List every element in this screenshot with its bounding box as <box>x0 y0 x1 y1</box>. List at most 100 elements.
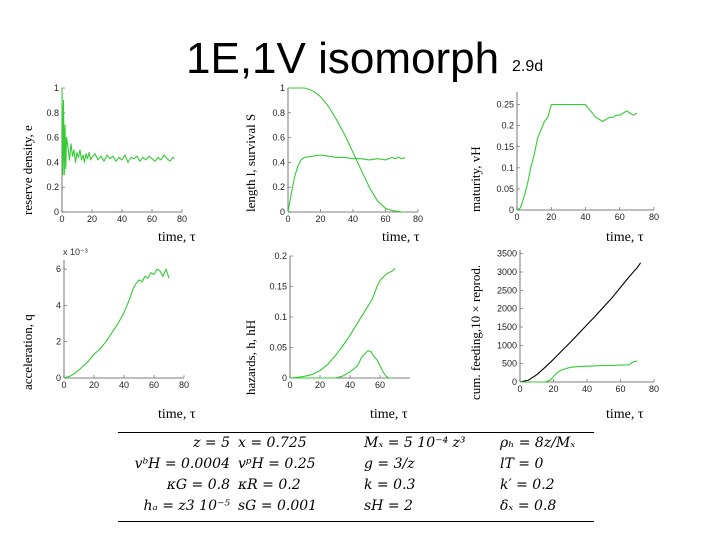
param-cell: κR = 0.2 <box>238 477 301 493</box>
ylabel-p5: hazards, h, hH <box>243 320 258 395</box>
param-cell: k = 0.3 <box>364 477 416 493</box>
page-subtitle: 2.9d <box>512 58 544 75</box>
param-cell: hₐ = z3 10⁻⁵ <box>143 498 230 514</box>
x-tick-label-p4: 80 <box>179 380 189 390</box>
x-tick-label-p2: 80 <box>413 214 423 224</box>
param-cell: z = 5 <box>193 435 230 451</box>
y-tick-label-p1: 0.4 <box>46 157 59 167</box>
ylabel-p2: length l, survival S <box>243 114 258 212</box>
x-tick-label-p1: 60 <box>147 214 157 224</box>
xlabel-p6: time, τ <box>606 407 644 422</box>
y-tick-label-p4: 4 <box>56 300 61 310</box>
x-tick-label-p2: 20 <box>315 214 325 224</box>
series-line-p2-1 <box>287 154 406 213</box>
x-tick-label-p6: 80 <box>649 384 659 394</box>
ylabel-p6: cum. feeding,10 × reprod. <box>468 265 483 400</box>
param-row: κG = 0.8 κR = 0.2 k = 0.3 k′ = 0.2 <box>118 475 594 496</box>
x-tick-label-p3: 60 <box>615 212 625 222</box>
series-line-p6-0 <box>519 262 642 383</box>
y-tick-label-p3: 0.15 <box>496 142 514 152</box>
x-tick-label-p5: 60 <box>375 380 385 390</box>
y-tick-label-p6: 3000 <box>497 267 517 277</box>
x-tick-label-p1: 20 <box>87 214 97 224</box>
y-tick-label-p6: 2000 <box>497 304 517 314</box>
x-tick-label-p1: 0 <box>59 214 64 224</box>
series-line-p6-1 <box>520 360 638 383</box>
y-tick-label-p6: 3500 <box>497 249 517 259</box>
ylabel-p1: reserve density, e <box>20 125 35 215</box>
series-line-p3-0 <box>516 104 638 211</box>
y-tick-label-p4: 0 <box>56 373 61 383</box>
y-tick-label-p5: 0.1 <box>274 312 287 322</box>
x-tick-label-p3: 20 <box>546 212 556 222</box>
x-tick-label-p2: 0 <box>285 214 290 224</box>
chart-p5: 0 20 40 60 0 0.05 0.1 0.15 0.2 <box>269 251 410 390</box>
xlabel-p5: time, τ <box>370 407 408 422</box>
series-line-p5-1 <box>290 350 392 379</box>
y-tick-label-p1: 1 <box>54 83 59 93</box>
x-tick-label-p1: 40 <box>117 214 127 224</box>
y-tick-label-p4: 2 <box>56 337 61 347</box>
param-row: z = 5 x = 0.725 Mₓ = 5 10⁻⁴ z³ ρₕ = 8z/M… <box>118 433 594 454</box>
y-tick-label-p2: 0.6 <box>272 133 285 143</box>
y-tick-label-p5: 0.2 <box>274 251 287 261</box>
ylabel-group: reserve density, e length l, survival S … <box>20 114 483 400</box>
y-tick-label-p6: 1000 <box>497 340 517 350</box>
chart-p2: 0 20 40 60 80 0 0.2 0.4 0.6 0.8 1 <box>272 83 423 224</box>
x-tick-label-p3: 80 <box>649 212 659 222</box>
y-tick-label-p1: 0 <box>54 207 59 217</box>
y-tick-label-p6: 500 <box>502 359 517 369</box>
x-tick-label-p1: 80 <box>177 214 187 224</box>
x-tick-label-p5: 40 <box>345 380 355 390</box>
x-tick-label-p2: 60 <box>380 214 390 224</box>
x-tick-label-p3: 0 <box>514 212 519 222</box>
y-tick-label-p4: 6 <box>56 264 61 274</box>
xlabel-p2: time, τ <box>382 230 420 245</box>
y-tick-label-p6: 1500 <box>497 322 517 332</box>
param-row: vᵇH = 0.0004 vᵖH = 0.25 g = 3/z lT = 0 <box>118 454 594 475</box>
xlabel-p1: time, τ <box>158 230 196 245</box>
y-tick-label-p5: 0 <box>282 373 287 383</box>
x-tick-label-p5: 0 <box>287 380 292 390</box>
y-tick-label-p2: 0 <box>280 207 285 217</box>
x-tick-label-p4: 60 <box>149 380 159 390</box>
y-tick-label-p6: 2500 <box>497 285 517 295</box>
param-cell: sH = 2 <box>364 498 413 514</box>
param-cell: vᵖH = 0.25 <box>238 456 316 472</box>
x-tick-label-p3: 40 <box>580 212 590 222</box>
y-tick-label-p2: 0.8 <box>272 108 285 118</box>
param-cell: lT = 0 <box>500 456 544 472</box>
x-tick-label-p6: 0 <box>517 384 522 394</box>
param-row: hₐ = z3 10⁻⁵ sG = 0.001 sH = 2 δₓ = 0.8 <box>118 496 594 517</box>
y-tick-label-p3: 0.25 <box>496 100 514 110</box>
xlabel-p3: time, τ <box>606 230 644 245</box>
y-tick-label-p1: 0.8 <box>46 108 59 118</box>
param-cell: κG = 0.8 <box>166 477 230 493</box>
chart-p1: 0 20 40 60 80 0 0.2 0.4 0.6 0.8 1 <box>46 83 187 224</box>
y-tick-label-p6: 0 <box>512 377 517 387</box>
x-tick-label-p6: 20 <box>548 384 558 394</box>
series-line-p1-0 <box>61 87 175 176</box>
xlabel-p4: time, τ <box>158 407 196 422</box>
param-cell: k′ = 0.2 <box>500 477 555 493</box>
ylabel-p4: acceleration, q <box>20 314 35 390</box>
x-tick-label-p4: 40 <box>119 380 129 390</box>
y-tick-label-p3: 0.2 <box>501 121 514 131</box>
chart-p3: 0 20 40 60 80 0 0.05 0.1 0.15 0.2 0.25 <box>496 92 659 222</box>
param-cell: x = 0.725 <box>238 435 307 451</box>
y-tick-label-p2: 1 <box>280 83 285 93</box>
series-line-p2-0 <box>288 87 405 213</box>
x-tick-label-p6: 60 <box>615 384 625 394</box>
y-tick-label-p3: 0.05 <box>496 184 514 194</box>
y-tick-label-p5: 0.15 <box>269 282 287 292</box>
ylabel-p3: maturity, vH <box>468 146 483 212</box>
y-tick-label-p2: 0.2 <box>272 182 285 192</box>
series-line-p4-0 <box>63 268 170 379</box>
x-tick-label-p4: 20 <box>89 380 99 390</box>
y-tick-label-p3: 0 <box>509 205 514 215</box>
chart-p6: 0 20 40 60 80 0 500 1000 1500 2000 2500 3000 3500 <box>497 249 659 394</box>
param-cell: Mₓ = 5 10⁻⁴ z³ <box>364 435 466 451</box>
param-cell: vᵇH = 0.0004 <box>134 456 230 472</box>
y-tick-label-p5: 0.05 <box>269 343 287 353</box>
